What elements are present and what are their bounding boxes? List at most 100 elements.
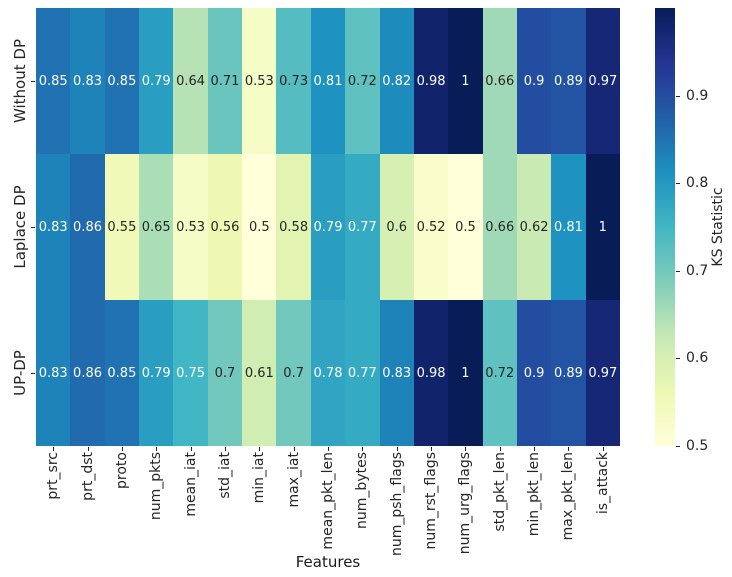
x-tick-mark bbox=[190, 447, 192, 451]
heatmap-cell-UP-DP-num_bytes: 0.77 bbox=[345, 300, 380, 446]
x-tick-mark bbox=[224, 447, 226, 451]
x-tick-mark bbox=[499, 447, 501, 451]
x-tick-mark bbox=[362, 447, 364, 451]
x-tick-mark bbox=[328, 447, 329, 451]
heatmap-cell-Without-DP-prt_dst: 0.83 bbox=[70, 8, 105, 154]
cell-value: 0.65 bbox=[141, 219, 171, 235]
y-tick-label-Without-DP: Without DP bbox=[11, 39, 29, 123]
x-tick-label-num_urg_flags: num_urg_flags bbox=[457, 452, 474, 555]
heatmap-cell-Laplace-DP-num_urg_flags: 0.5 bbox=[448, 154, 483, 300]
x-tick-label-is_attack: is_attack bbox=[594, 452, 611, 515]
colorbar-tick-mark bbox=[676, 446, 680, 447]
cell-value: 0.55 bbox=[107, 219, 137, 235]
heatmap-cell-Without-DP-is_attack: 0.97 bbox=[585, 8, 620, 154]
cell-value: 1 bbox=[461, 73, 470, 89]
x-tick-label-max_pkt_len: max_pkt_len bbox=[560, 452, 577, 541]
x-tick-mark bbox=[293, 447, 295, 451]
heatmap-cell-UP-DP-prt_dst: 0.86 bbox=[70, 300, 105, 446]
cell-value: 0.77 bbox=[347, 365, 377, 381]
heatmap-cell-UP-DP-mean_iat: 0.75 bbox=[173, 300, 208, 446]
cell-value: 0.82 bbox=[382, 73, 412, 89]
cell-value: 0.89 bbox=[553, 73, 583, 89]
cell-value: 0.83 bbox=[382, 365, 412, 381]
colorbar-tick-label: 0.5 bbox=[686, 438, 709, 454]
colorbar-tick-mark bbox=[676, 270, 680, 272]
cell-value: 0.72 bbox=[485, 365, 515, 381]
cell-value: 0.6 bbox=[386, 219, 408, 235]
heatmap-cell-Laplace-DP-prt_src: 0.83 bbox=[36, 154, 71, 300]
cell-value: 0.89 bbox=[553, 365, 583, 381]
x-tick-label-mean_pkt_len: mean_pkt_len bbox=[320, 452, 336, 550]
x-tick-mark bbox=[121, 447, 123, 451]
heatmap-cell-Without-DP-num_psh_flags: 0.82 bbox=[379, 8, 414, 154]
cell-value: 0.86 bbox=[73, 219, 102, 235]
heatmap-cell-Without-DP-mean_pkt_len: 0.81 bbox=[310, 8, 346, 154]
y-tick-label-Laplace-DP: Laplace DP bbox=[11, 185, 29, 269]
heatmap-cell-UP-DP-prt_src: 0.83 bbox=[36, 300, 71, 446]
cell-value: 0.73 bbox=[279, 73, 309, 89]
cell-value: 0.81 bbox=[313, 73, 343, 89]
cell-value: 0.5 bbox=[248, 219, 270, 235]
cell-value: 0.52 bbox=[416, 219, 446, 235]
y-tick-mark bbox=[31, 373, 35, 374]
cell-value: 0.58 bbox=[279, 219, 309, 235]
heatmap-cell-Laplace-DP-max_pkt_len: 0.81 bbox=[551, 154, 586, 300]
cell-value: 0.79 bbox=[141, 365, 171, 381]
cell-value: 0.5 bbox=[455, 219, 476, 235]
heatmap-cell-UP-DP-mean_pkt_len: 0.78 bbox=[310, 300, 346, 446]
heatmap-cell-Without-DP-mean_iat: 0.64 bbox=[173, 8, 208, 154]
x-tick-mark bbox=[431, 447, 433, 451]
cell-value: 0.53 bbox=[176, 219, 206, 235]
cell-value: 0.78 bbox=[313, 365, 343, 381]
x-tick-mark bbox=[87, 447, 89, 451]
heatmap-cell-Without-DP-num_urg_flags: 1 bbox=[448, 8, 483, 154]
cell-value: 0.66 bbox=[485, 219, 515, 235]
heatmap-cell-Without-DP-max_pkt_len: 0.89 bbox=[551, 8, 586, 154]
heatmap-cell-UP-DP-num_psh_flags: 0.83 bbox=[379, 300, 414, 446]
cell-value: 0.86 bbox=[73, 365, 102, 381]
cell-value: 0.83 bbox=[38, 365, 68, 381]
cell-value: 0.85 bbox=[107, 73, 137, 89]
heatmap-cell-Laplace-DP-mean_pkt_len: 0.79 bbox=[310, 154, 346, 300]
x-tick-label-proto: proto bbox=[113, 452, 130, 489]
heatmap-cell-UP-DP-num_rst_flags: 0.98 bbox=[413, 300, 449, 446]
x-tick-label-min_iat: min_iat bbox=[251, 452, 268, 504]
cell-value: 0.77 bbox=[347, 219, 377, 235]
cell-value: 0.62 bbox=[519, 219, 549, 235]
x-tick-label-std_pkt_len: std_pkt_len bbox=[491, 452, 508, 532]
colorbar-tick-mark bbox=[676, 358, 680, 360]
cell-value: 0.9 bbox=[523, 73, 545, 89]
cell-value: 0.53 bbox=[244, 73, 274, 89]
cell-value: 0.64 bbox=[176, 73, 206, 89]
x-tick-label-num_psh_flags: num_psh_flags bbox=[388, 452, 405, 557]
heatmap-cell-UP-DP-num_urg_flags: 1 bbox=[448, 300, 483, 446]
x-tick-mark bbox=[156, 447, 158, 451]
x-tick-label-mean_iat: mean_iat bbox=[182, 452, 199, 517]
y-tick-label-UP-DP: UP-DP bbox=[11, 350, 29, 396]
heatmap-cell-Without-DP-num_bytes: 0.72 bbox=[345, 8, 380, 154]
cell-value: 0.98 bbox=[416, 365, 446, 381]
x-tick-label-min_pkt_len: min_pkt_len bbox=[526, 452, 543, 537]
heatmap-cell-Without-DP-num_rst_flags: 0.98 bbox=[413, 8, 449, 154]
cell-value: 1 bbox=[461, 365, 470, 381]
heatmap-cell-Without-DP-min_iat: 0.53 bbox=[242, 8, 277, 154]
colorbar-tick-mark bbox=[676, 183, 680, 185]
heatmap-cell-Laplace-DP-num_psh_flags: 0.6 bbox=[379, 154, 414, 300]
x-tick-mark bbox=[534, 447, 536, 451]
heatmap-cell-Laplace-DP-proto: 0.55 bbox=[104, 154, 140, 300]
heatmap-cell-Laplace-DP-num_bytes: 0.77 bbox=[345, 154, 380, 300]
colorbar-tick-label: 0.6 bbox=[686, 350, 709, 367]
heatmap-cell-UP-DP-min_pkt_len: 0.9 bbox=[516, 300, 552, 446]
heatmap-cell-Without-DP-prt_src: 0.85 bbox=[36, 8, 71, 154]
x-tick-label-prt_src: prt_src bbox=[45, 452, 62, 500]
cell-value: 0.85 bbox=[38, 73, 68, 89]
cell-value: 0.7 bbox=[283, 365, 304, 381]
heatmap-cell-UP-DP-proto: 0.85 bbox=[104, 300, 140, 446]
x-tick-mark bbox=[602, 447, 604, 451]
heatmap-cell-Laplace-DP-num_rst_flags: 0.52 bbox=[413, 154, 449, 300]
cell-value: 0.97 bbox=[588, 365, 618, 381]
x-tick-mark bbox=[465, 447, 467, 451]
heatmap-cell-Laplace-DP-max_iat: 0.58 bbox=[276, 154, 311, 300]
heatmap-cell-Without-DP-min_pkt_len: 0.9 bbox=[516, 8, 552, 154]
heatmap-cell-Laplace-DP-min_pkt_len: 0.62 bbox=[516, 154, 552, 300]
